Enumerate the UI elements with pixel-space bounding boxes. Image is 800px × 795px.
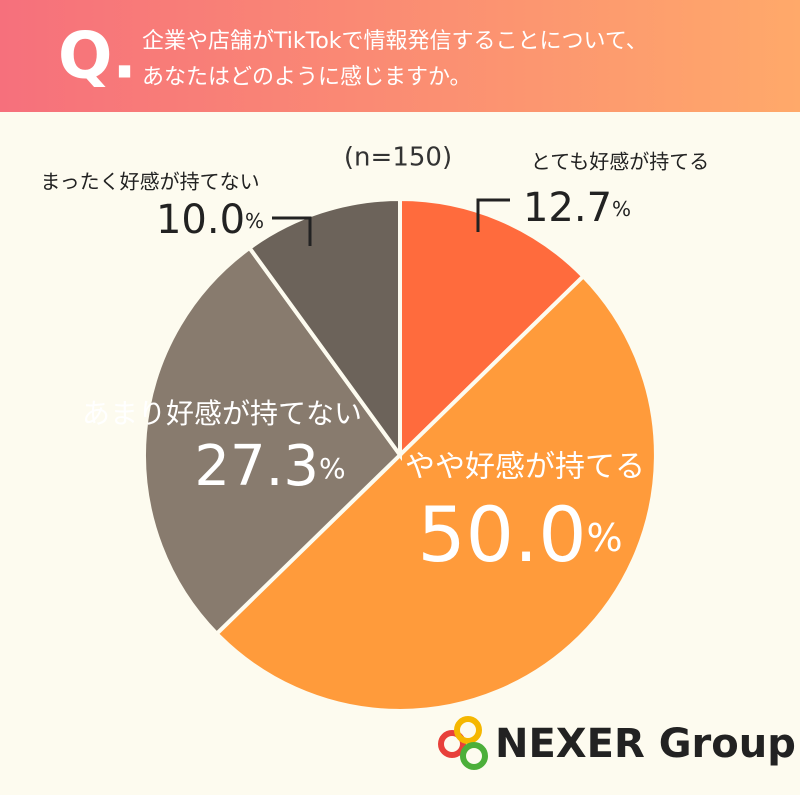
- pie-slice: [142, 245, 403, 637]
- pie-slice: [398, 196, 587, 460]
- value-number: 50.0: [417, 490, 586, 579]
- logo-icon: [438, 716, 488, 770]
- sample-size: (n=150): [344, 143, 452, 173]
- value-label: 50.0%: [417, 490, 622, 579]
- category-label: あまり好感が持てない: [82, 397, 362, 430]
- value-label: 12.7%: [523, 185, 631, 231]
- category-label: とても好感が持てる: [531, 150, 709, 174]
- logo-text: NEXER Group: [495, 721, 796, 767]
- question: あなたはどのように感じますか。: [142, 65, 472, 90]
- value-unit: %: [245, 209, 264, 233]
- pie-slice: [246, 196, 402, 462]
- category-label: まったく好感が持てない: [40, 170, 259, 194]
- value-unit: %: [587, 516, 623, 560]
- pie-slice: [213, 273, 658, 713]
- value-label: 10.0%: [156, 197, 264, 243]
- pie: [142, 196, 658, 713]
- header-band: [0, 0, 800, 112]
- value-unit: %: [319, 452, 346, 485]
- value-number: 27.3: [194, 434, 319, 499]
- value-label: 27.3%: [194, 434, 345, 499]
- value-unit: %: [612, 197, 631, 221]
- q-mark: Q.: [58, 20, 137, 94]
- value-number: 10.0: [156, 197, 245, 243]
- leader-line: [272, 216, 312, 246]
- leader-line: [476, 198, 510, 232]
- value-number: 12.7: [523, 185, 612, 231]
- category-label: やや好感が持てる: [405, 450, 645, 485]
- question: 企業や店舗がTikTokで情報発信することについて、: [142, 29, 648, 54]
